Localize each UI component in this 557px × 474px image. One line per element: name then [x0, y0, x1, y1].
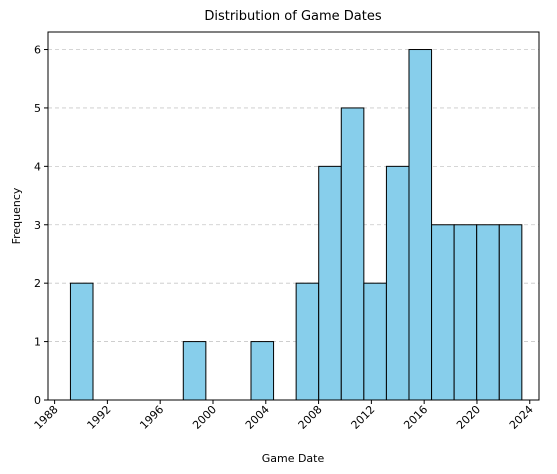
x-tick-label: 1992	[85, 403, 114, 432]
x-tick-label: 1988	[32, 403, 61, 432]
y-axis-label: Frequency	[10, 187, 23, 244]
bar	[182, 341, 207, 401]
y-tick-label: 3	[34, 219, 41, 232]
bar	[340, 107, 365, 401]
x-tick-label: 2008	[296, 403, 325, 432]
bar	[498, 224, 523, 401]
chart-title: Distribution of Game Dates	[204, 9, 382, 24]
bar	[295, 282, 320, 401]
y-tick-label: 5	[34, 102, 41, 115]
x-tick-label: 2020	[454, 403, 483, 432]
y-tick-label: 2	[34, 277, 41, 290]
bar	[318, 165, 342, 401]
bar	[250, 341, 275, 401]
x-tick-label: 2000	[190, 403, 219, 432]
x-tick-label: 1996	[137, 403, 166, 432]
x-tick-label: 2012	[349, 403, 378, 432]
bar	[476, 224, 500, 401]
bar	[453, 224, 478, 401]
x-tick-label: 2024	[507, 403, 536, 432]
x-axis-label: Game Date	[262, 452, 325, 465]
x-tick-label: 2004	[243, 403, 272, 432]
bar	[385, 165, 410, 401]
bar	[69, 282, 94, 401]
bar	[431, 224, 455, 401]
bar	[363, 282, 387, 401]
y-tick-label: 4	[34, 160, 41, 173]
plot-frame	[47, 31, 540, 401]
y-tick-label: 6	[34, 44, 41, 57]
x-tick-label: 2016	[401, 403, 430, 432]
y-tick-label: 0	[34, 394, 41, 407]
bar	[408, 49, 433, 401]
y-tick-label: 1	[34, 336, 41, 349]
